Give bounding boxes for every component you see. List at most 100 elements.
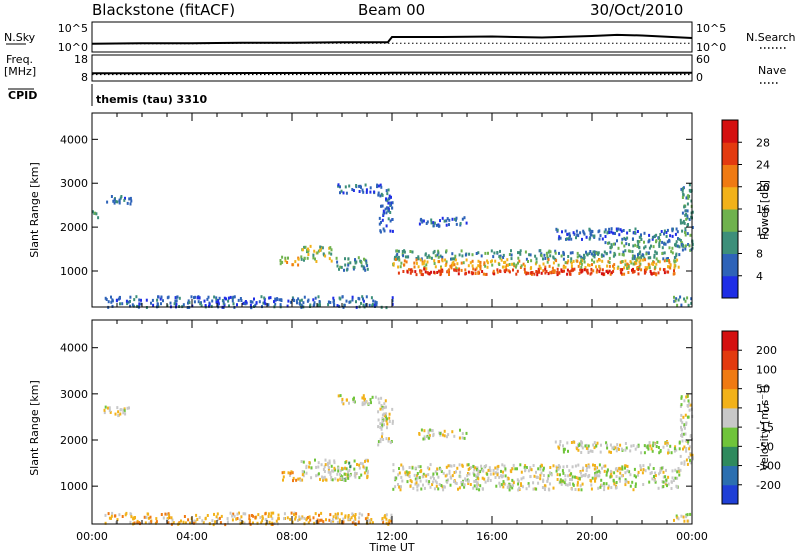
cell — [471, 253, 474, 257]
cell — [391, 206, 394, 210]
cell — [648, 480, 651, 484]
cell — [451, 252, 454, 256]
cell — [613, 266, 616, 270]
cell — [124, 412, 127, 416]
cell — [319, 477, 321, 481]
cell — [673, 269, 675, 273]
cell — [354, 517, 357, 521]
cell — [189, 521, 191, 525]
cell — [160, 302, 162, 306]
cell — [390, 519, 393, 523]
cell — [402, 467, 405, 471]
cell — [402, 465, 404, 469]
cell — [557, 263, 560, 267]
noise-panel-frame — [91, 21, 693, 53]
cell — [593, 234, 596, 238]
cell — [145, 515, 148, 519]
cell — [640, 268, 643, 272]
cell — [487, 251, 489, 255]
cell — [371, 303, 374, 306]
xtick-label: 04:00 — [176, 530, 208, 543]
cell — [598, 469, 601, 473]
cell — [600, 272, 603, 276]
cell — [507, 477, 510, 481]
cell — [500, 474, 503, 478]
cell — [624, 238, 627, 241]
cell — [580, 488, 583, 492]
cell — [668, 259, 670, 262]
cell — [555, 259, 558, 263]
cell — [336, 264, 339, 268]
cell — [689, 248, 692, 252]
cell — [681, 211, 684, 215]
cell — [118, 513, 121, 517]
cell — [640, 451, 643, 455]
cell — [654, 250, 657, 254]
cell — [441, 269, 444, 273]
cell — [648, 264, 651, 268]
cell — [627, 249, 630, 253]
cell — [479, 264, 482, 268]
cell — [577, 488, 580, 492]
power-panel-frame — [91, 112, 693, 308]
cell — [497, 464, 500, 468]
cell — [453, 217, 456, 221]
cell — [364, 459, 366, 463]
cell — [113, 514, 116, 518]
cell — [621, 268, 624, 272]
cell — [439, 468, 442, 472]
cell — [616, 443, 619, 447]
cell — [601, 259, 604, 263]
cell — [170, 516, 173, 520]
cell — [132, 516, 135, 520]
cell — [579, 231, 582, 235]
cell — [113, 201, 116, 205]
cell — [516, 269, 519, 273]
cell — [686, 216, 689, 220]
cell — [175, 302, 178, 306]
cell — [527, 271, 530, 275]
cell — [358, 184, 361, 188]
cell — [541, 464, 543, 468]
cell — [385, 189, 388, 193]
cell — [433, 259, 436, 263]
cell — [337, 183, 340, 187]
cell — [647, 447, 650, 451]
cell — [117, 297, 120, 301]
cell — [222, 301, 225, 305]
cell — [667, 448, 670, 452]
cell — [382, 438, 385, 441]
cell — [687, 196, 690, 200]
cell — [140, 298, 142, 302]
cell — [679, 468, 682, 472]
cell — [511, 486, 514, 490]
cell — [489, 479, 492, 482]
cell — [605, 473, 608, 477]
cell — [400, 475, 403, 479]
cell — [677, 265, 680, 269]
cell — [683, 205, 686, 209]
cell — [353, 459, 356, 463]
cell — [611, 446, 614, 450]
cell — [613, 471, 616, 475]
cell — [361, 295, 364, 299]
cell — [470, 271, 473, 275]
cell — [244, 300, 247, 303]
cell — [576, 255, 579, 259]
cell — [549, 250, 552, 254]
cell — [361, 401, 364, 405]
cell — [175, 295, 178, 299]
cell — [464, 253, 467, 257]
cell — [685, 196, 688, 200]
cell — [665, 231, 668, 234]
cell — [301, 473, 304, 477]
colorbar-swatch — [722, 407, 738, 428]
cell — [525, 466, 528, 469]
cell — [575, 236, 577, 240]
cell — [352, 189, 355, 192]
cell — [309, 518, 312, 522]
cell — [410, 480, 413, 484]
cell — [144, 521, 147, 525]
cell — [598, 474, 601, 478]
